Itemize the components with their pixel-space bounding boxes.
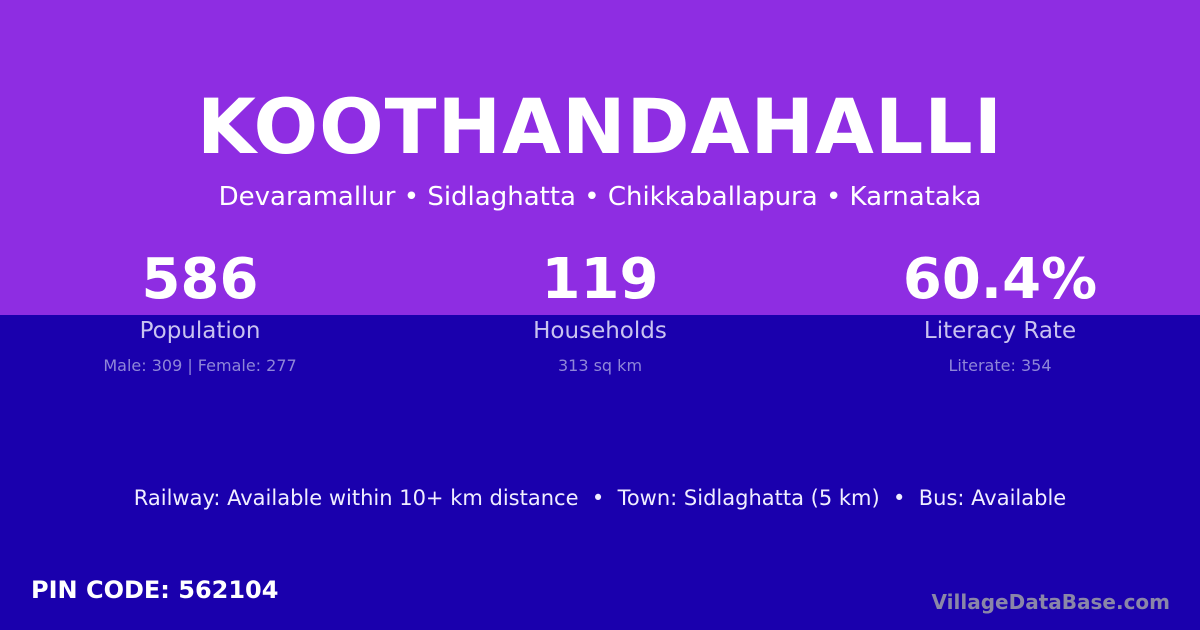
stat-detail: 313 sq km (557, 356, 643, 375)
stat-label: Population (139, 318, 261, 344)
stat-literacy: 60.4% Literacy Rate Literate: 354 (800, 247, 1200, 376)
stat-population: 586 Population Male: 309 | Female: 277 (0, 247, 400, 376)
facilities-line: Railway: Available within 10+ km distanc… (133, 486, 1067, 510)
header-band (0, 0, 1200, 315)
stat-detail: Literate: 354 (948, 356, 1052, 375)
pin-code: PIN CODE: 562104 (31, 576, 279, 604)
location-breadcrumb: Devaramallur • Sidlaghatta • Chikkaballa… (218, 182, 982, 212)
village-title: KOOTHANDAHALLI (196, 82, 1004, 171)
stat-value: 119 (541, 247, 659, 312)
brand-logo: VillageDataBase.com (931, 590, 1170, 614)
stat-value: 586 (141, 247, 259, 312)
stat-detail: Male: 309 | Female: 277 (103, 356, 297, 375)
stat-households: 119 Households 313 sq km (400, 247, 800, 376)
stat-label: Households (533, 318, 667, 344)
stat-value: 60.4% (902, 247, 1098, 312)
stat-label: Literacy Rate (923, 318, 1077, 344)
